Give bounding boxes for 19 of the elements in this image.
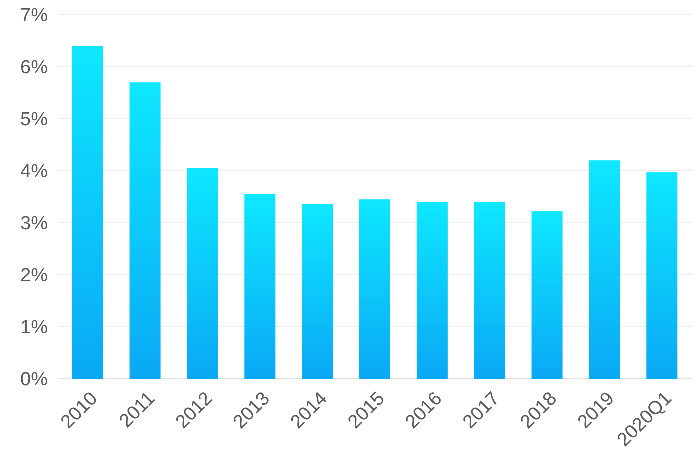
- y-tick-label: 1%: [20, 318, 48, 339]
- bar: [244, 194, 276, 379]
- y-tick-label: 6%: [20, 58, 48, 79]
- bar: [359, 200, 391, 379]
- bar: [302, 204, 334, 379]
- y-tick-label: 2%: [20, 266, 48, 287]
- y-tick-label: 4%: [20, 162, 48, 183]
- bar: [72, 46, 104, 379]
- y-tick-label: 7%: [20, 6, 48, 27]
- y-tick-label: 3%: [20, 214, 48, 235]
- bar: [589, 160, 620, 379]
- bar: [416, 202, 448, 379]
- bar: [646, 172, 678, 379]
- bar: [130, 82, 161, 379]
- bar: [187, 168, 218, 379]
- bar: [474, 202, 506, 379]
- y-tick-label: 5%: [20, 110, 48, 131]
- y-tick-label: 0%: [20, 370, 48, 391]
- bar: [532, 212, 563, 379]
